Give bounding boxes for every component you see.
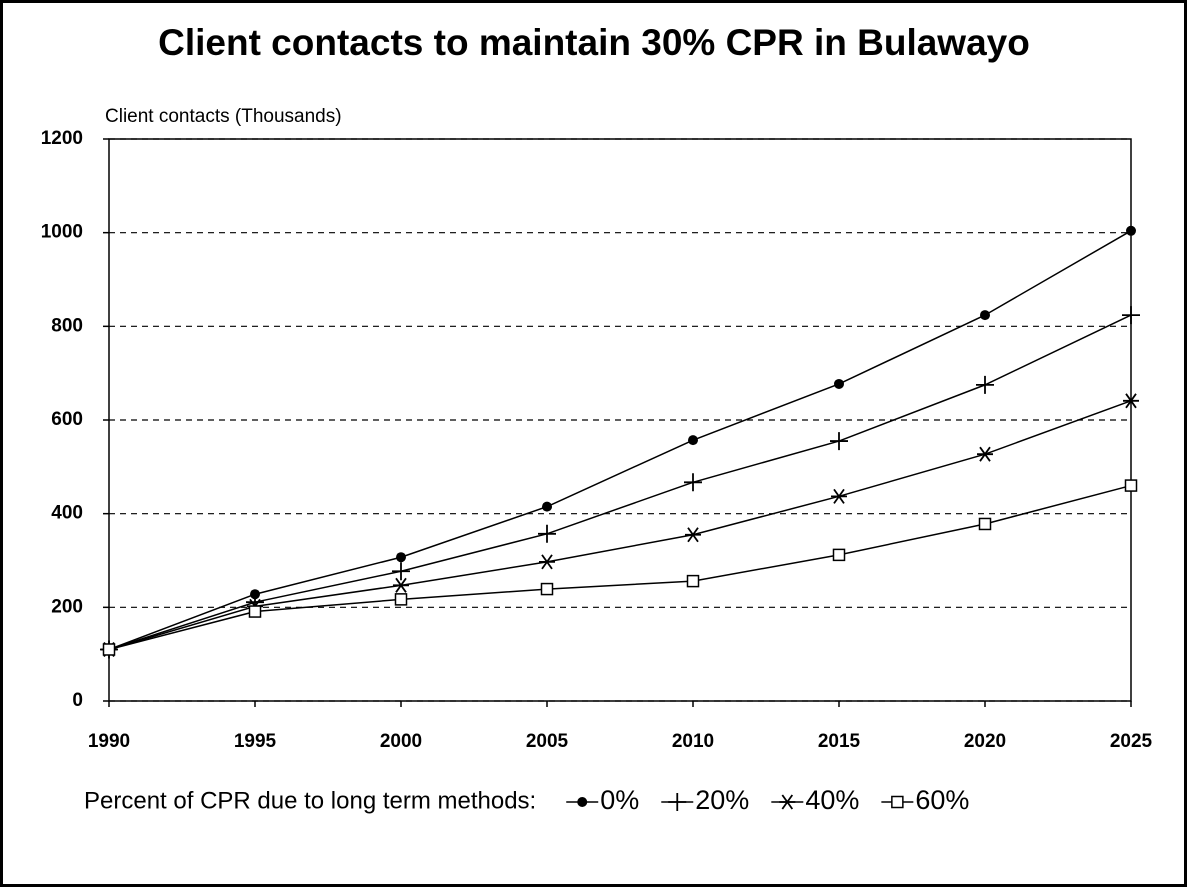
y-tick-label: 600: [51, 409, 83, 430]
marker: [540, 582, 554, 596]
marker: [1122, 306, 1140, 325]
marker: [686, 574, 700, 588]
marker: [684, 473, 702, 492]
marker: [980, 310, 990, 321]
marker-plus: [684, 473, 702, 492]
marker: [392, 562, 410, 581]
marker-square: [540, 582, 554, 596]
legend-label: 0%: [600, 785, 639, 815]
y-tick-label: 0: [72, 690, 83, 711]
marker-plus: [392, 562, 410, 581]
marker: [396, 552, 406, 563]
marker-star: [1123, 393, 1139, 409]
marker: [831, 488, 847, 504]
legend-title: Percent of CPR due to long term methods:: [84, 787, 536, 814]
x-tick-label: 2020: [964, 731, 1006, 752]
x-tick-label: 2025: [1110, 731, 1153, 752]
y-axis-label: Client contacts (Thousands): [105, 106, 342, 127]
chart-title: Client contacts to maintain 30% CPR in B…: [158, 22, 1030, 63]
legend-marker: [891, 795, 904, 809]
marker-star: [831, 488, 847, 504]
marker: [830, 432, 848, 451]
marker: [977, 446, 993, 462]
marker: [688, 435, 698, 446]
marker-plus: [830, 432, 848, 451]
marker-dot: [396, 552, 406, 563]
marker-square: [1124, 479, 1138, 492]
y-tick-label: 800: [51, 315, 83, 336]
legend-marker: [779, 794, 796, 810]
marker-square: [394, 593, 408, 606]
marker-star: [977, 446, 993, 462]
x-tick-label: 2015: [818, 731, 861, 752]
marker: [1123, 393, 1139, 409]
marker-dot: [834, 378, 844, 389]
marker-plus: [976, 375, 994, 394]
marker: [102, 643, 116, 656]
marker-square: [832, 548, 846, 562]
marker-plus: [668, 793, 687, 811]
y-tick-label: 1200: [41, 128, 83, 149]
marker-square: [248, 605, 262, 618]
marker: [685, 527, 701, 543]
marker: [393, 577, 409, 593]
marker: [1126, 225, 1136, 236]
legend-label: 40%: [805, 785, 859, 815]
marker: [834, 378, 844, 389]
series-line: [108, 484, 1132, 651]
marker: [542, 501, 552, 512]
marker-dot: [1126, 225, 1136, 236]
legend-marker: [668, 793, 687, 811]
series-line: [108, 230, 1132, 651]
marker: [978, 517, 992, 531]
marker-plus: [1122, 306, 1140, 325]
marker-star: [539, 554, 555, 570]
marker-star: [393, 577, 409, 593]
marker-star: [685, 527, 701, 543]
marker-square: [102, 643, 116, 656]
marker: [539, 554, 555, 570]
y-tick-label: 1000: [41, 222, 83, 243]
marker-dot: [688, 435, 698, 446]
x-tick-label: 2005: [526, 731, 569, 752]
x-tick-label: 2010: [672, 731, 714, 752]
y-tick-label: 200: [51, 596, 83, 617]
legend-label: 20%: [695, 785, 749, 815]
marker-square: [891, 795, 904, 809]
marker: [1124, 479, 1138, 492]
y-tick-label: 400: [51, 503, 83, 524]
series-line: [108, 314, 1132, 651]
marker: [976, 375, 994, 394]
marker-square: [686, 574, 700, 588]
marker-plus: [538, 524, 556, 543]
legend-label: 60%: [915, 785, 969, 815]
series-line: [108, 400, 1132, 651]
marker: [538, 524, 556, 543]
marker-dot: [980, 310, 990, 321]
x-tick-label: 2000: [380, 731, 422, 752]
x-tick-label: 1995: [234, 731, 277, 752]
marker: [832, 548, 846, 562]
legend-marker: [577, 797, 588, 807]
x-tick-label: 1990: [88, 731, 130, 752]
marker-square: [978, 517, 992, 531]
marker: [394, 593, 408, 606]
marker-star: [779, 794, 796, 810]
marker-dot: [542, 501, 552, 512]
marker: [248, 605, 262, 618]
marker-dot: [577, 797, 588, 807]
